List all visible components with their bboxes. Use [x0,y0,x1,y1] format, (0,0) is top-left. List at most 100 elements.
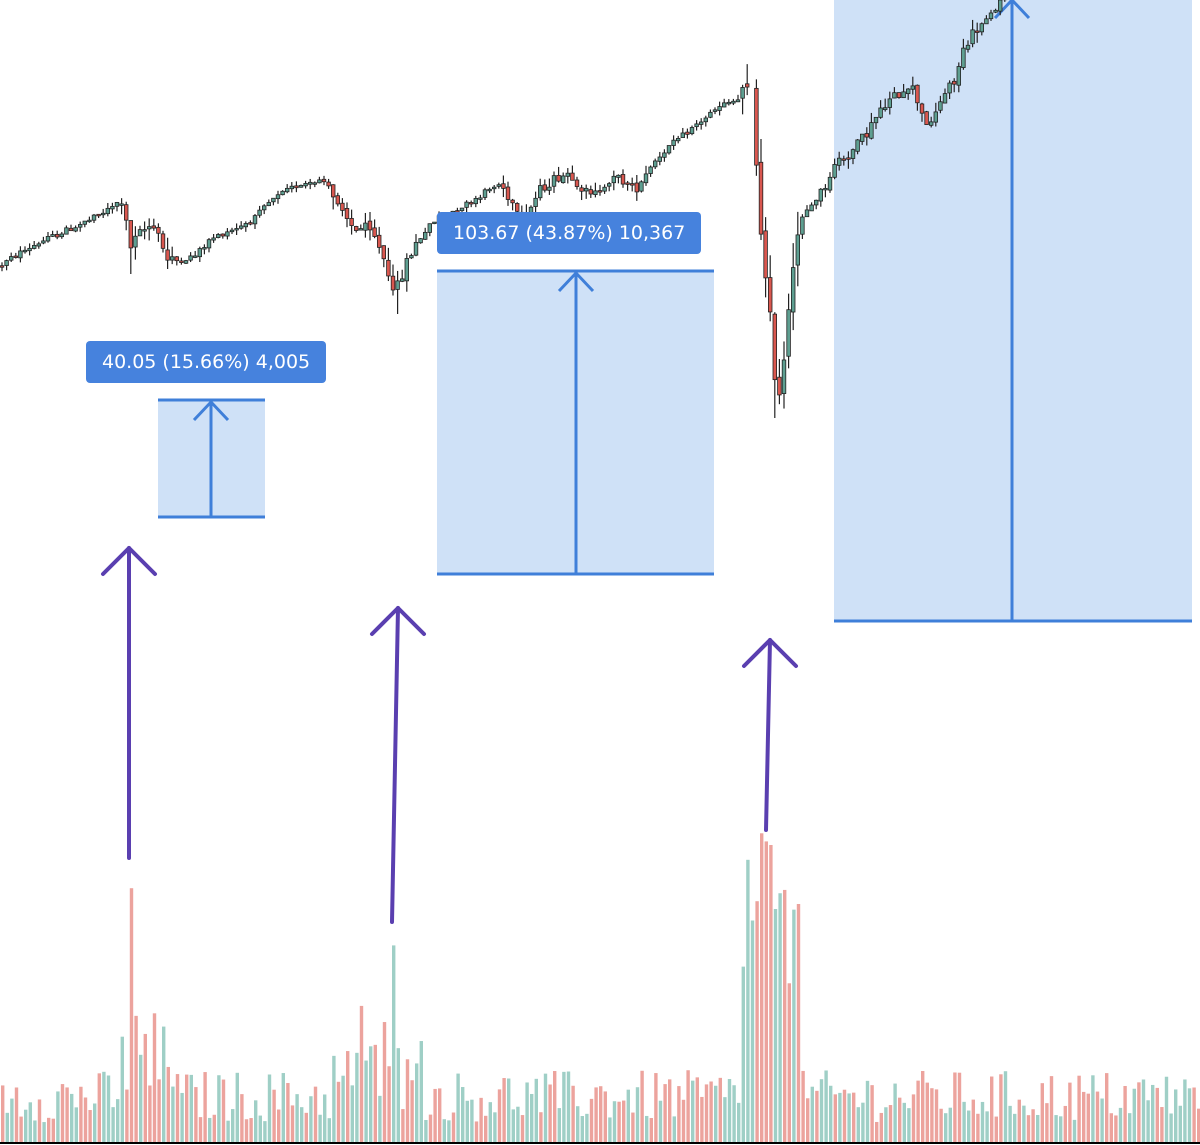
volume-bar [856,1107,860,1143]
volume-bar [847,1093,851,1143]
candle-body [883,107,888,111]
volume-bar [1077,1075,1081,1143]
volume-bar [143,1033,147,1143]
candle [326,178,331,189]
volume-bar [318,1114,322,1143]
volume-bar [120,1036,124,1143]
candle-body [814,199,819,206]
volume-bar [410,1080,414,1143]
candle [777,359,782,405]
candle [947,80,952,100]
volume-bar [286,1083,290,1143]
candle [464,200,469,213]
volume-bar [746,859,750,1143]
candle-body [988,12,994,20]
volume-bar [870,1085,874,1143]
candle [804,205,810,218]
volume-bar [456,1073,460,1143]
volume-bar [221,1079,226,1143]
candle-body [353,226,359,231]
volume-bar [277,1109,281,1143]
candle [786,293,791,369]
candle [602,184,607,194]
candle [128,220,133,274]
volume-bar [355,1052,359,1143]
volume-bar [60,1084,65,1143]
candle-body [298,184,304,188]
volume-bar [401,1109,405,1143]
volume-bar [56,1091,60,1143]
candle-body [261,205,267,211]
candle-body [358,228,363,231]
volume-bar [902,1102,906,1143]
volume-bar [842,1089,847,1143]
candle [432,221,437,225]
volume-bar [166,1066,170,1143]
candle-body [215,234,221,238]
candle [321,175,327,186]
candle [837,151,842,171]
candle [50,230,55,237]
candle [243,221,248,232]
volume-bar [962,1101,966,1143]
volume-bar [971,1099,975,1143]
candle-body [473,198,478,205]
volume-bar [695,1077,699,1143]
candle-body [238,225,244,229]
volume-bar [42,1122,46,1143]
volume-bar [295,1094,299,1143]
candle-body [887,98,892,108]
volume-bar [539,1112,543,1143]
candle-body [602,186,607,192]
candle [91,213,97,224]
candle [0,262,5,272]
volume-bar [1109,1113,1113,1143]
candle-body [13,255,18,258]
candle [712,107,718,115]
volume-bar [1091,1075,1095,1143]
volume-bar [718,1077,722,1143]
volume-bar [893,1083,897,1143]
candle-body [956,66,961,86]
volume-bar [1,1085,5,1143]
candle [206,238,212,253]
candle-body [786,309,791,357]
candle-body [823,187,828,191]
volume-bar [79,1086,83,1143]
candle [344,202,350,228]
candle-body [620,174,626,185]
candle-body [142,229,147,232]
volume-bar [162,1026,166,1143]
candle-body [284,187,290,193]
candle [192,250,198,259]
volume-bar [723,1097,727,1143]
volume-bar [677,1086,681,1143]
candle-body [418,238,423,244]
candle [188,252,193,263]
candle-body [878,107,883,118]
candle [896,92,902,99]
volume-bar [898,1097,902,1143]
candle-body [128,220,133,249]
volume-bar [976,1113,980,1143]
candle [119,198,124,215]
candle [376,226,382,254]
volume-bar [189,1074,193,1143]
volume-bar [585,1113,589,1143]
volume-bar [139,1054,143,1143]
volume-bar [313,1086,318,1143]
volume-bar [254,1100,258,1143]
volume-bar [824,1070,828,1143]
candle [763,217,768,298]
candle-body [745,83,750,88]
volume-bar [911,1094,916,1143]
candle-body [561,175,566,184]
candle-body [211,237,216,241]
volume-bar [861,1102,865,1143]
volume-bars-layer [1,833,1200,1143]
volume-bar [148,1085,152,1143]
candle [59,231,64,239]
annotation-arrow-shaft [390,606,400,924]
candle [551,171,557,193]
candle-body [611,175,616,184]
